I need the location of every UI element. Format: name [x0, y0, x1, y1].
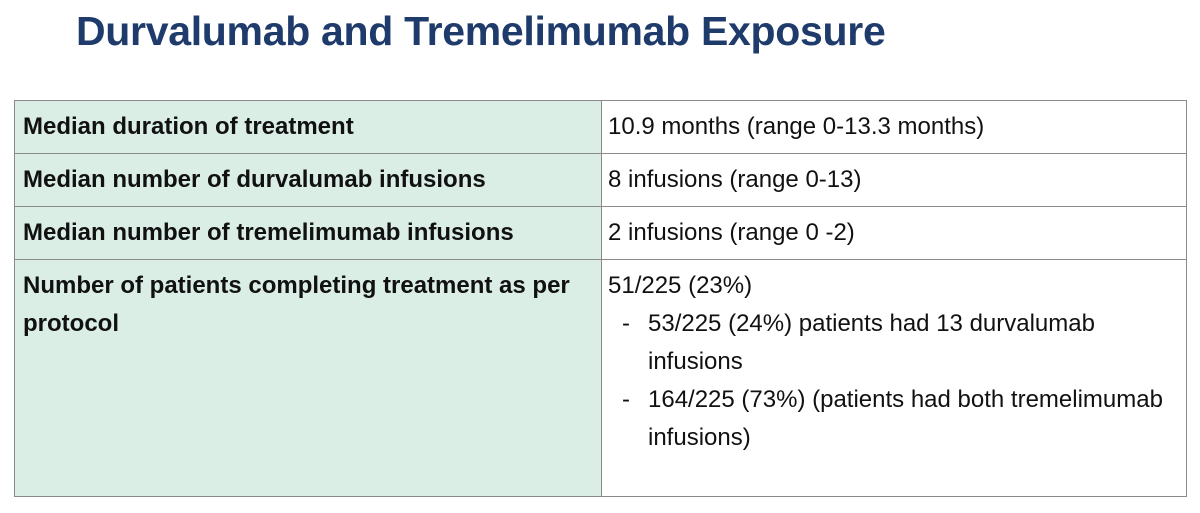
dash-bullet: -	[622, 310, 630, 337]
table-row: Median number of tremelimumab infusions …	[14, 206, 1187, 260]
dash-bullet: -	[622, 386, 630, 413]
slide-title: Durvalumab and Tremelimumab Exposure	[76, 8, 886, 54]
row-value: 8 infusions (range 0-13)	[601, 153, 1187, 207]
row-value: 10.9 months (range 0-13.3 months)	[601, 100, 1187, 154]
exposure-table: Median duration of treatment 10.9 months…	[14, 100, 1187, 497]
sub-item-text: 53/225 (24%) patients had 13 durvalumab …	[648, 310, 1095, 375]
row-value: 51/225 (23%)	[608, 272, 753, 299]
row-label: Median number of durvalumab infusions	[14, 153, 602, 207]
table-row: Number of patients completing treatment …	[14, 259, 1187, 497]
row-label: Number of patients completing treatment …	[14, 259, 602, 497]
row-value-cell: 51/225 (23%) - 53/225 (24%) patients had…	[601, 259, 1187, 497]
sub-list-item: - 164/225 (73%) (patients had both treme…	[608, 381, 1178, 457]
sub-item-text: 164/225 (73%) (patients had both tremeli…	[648, 386, 1163, 451]
row-value: 2 infusions (range 0 -2)	[601, 206, 1187, 260]
sub-list-item: - 53/225 (24%) patients had 13 durvaluma…	[608, 305, 1178, 381]
sub-list: - 53/225 (24%) patients had 13 durvaluma…	[608, 305, 1178, 457]
table-row: Median duration of treatment 10.9 months…	[14, 100, 1187, 154]
row-label: Median number of tremelimumab infusions	[14, 206, 602, 260]
row-label: Median duration of treatment	[14, 100, 602, 154]
table-row: Median number of durvalumab infusions 8 …	[14, 153, 1187, 207]
